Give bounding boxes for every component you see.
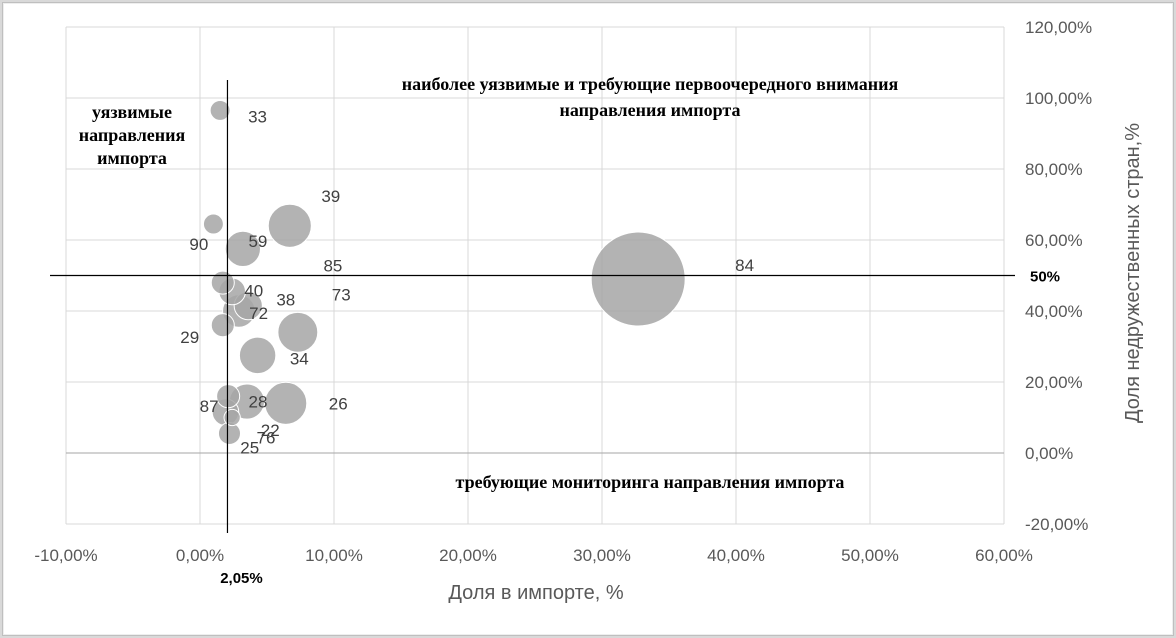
point-label: 73	[332, 285, 351, 304]
bubble-84	[590, 231, 686, 327]
y-tick-label: 0,00%	[1025, 444, 1073, 463]
point-label: 34	[290, 349, 309, 368]
x-threshold-label: 2,05%	[220, 570, 263, 587]
gridlines	[65, 26, 1005, 525]
y-threshold-label: 50%	[1030, 269, 1060, 286]
bubble-25	[223, 408, 241, 427]
point-label: 40	[244, 282, 263, 301]
y-tick-label: 100,00%	[1025, 89, 1092, 108]
bubble-73	[277, 311, 319, 353]
bubble-29	[210, 313, 235, 338]
point-label: 28	[248, 393, 267, 412]
point-label: 72	[249, 304, 268, 323]
y-tick-label: 40,00%	[1025, 302, 1083, 321]
x-tick-label: 30,00%	[573, 546, 631, 565]
bubbles	[202, 99, 686, 445]
x-tick-label: 10,00%	[305, 546, 363, 565]
bubble-34	[238, 336, 277, 375]
point-label: 39	[321, 187, 340, 206]
bubble-39	[267, 203, 312, 248]
point-label: 59	[248, 232, 267, 251]
bubble-76	[217, 421, 242, 445]
point-label: 22	[261, 421, 280, 440]
x-tick-label: 50,00%	[841, 546, 899, 565]
x-tick-label: 0,00%	[176, 546, 224, 565]
point-label: 26	[329, 394, 348, 413]
y-tick-label: 60,00%	[1025, 231, 1083, 250]
annotation-monitoring: требующие мониторинга направления импорт…	[456, 472, 845, 492]
x-tick-label: -10,00%	[34, 546, 97, 565]
point-labels: 84 39 26 73 34 28 59 72 38 22 85 40 29 87 76 33 90 25	[180, 107, 754, 457]
point-label: 38	[276, 291, 295, 310]
y-tick-label: 80,00%	[1025, 160, 1083, 179]
y-tick-label: 20,00%	[1025, 373, 1083, 392]
threshold-lines: 2,05% 50%	[50, 80, 1060, 587]
bubble-90	[202, 213, 224, 235]
point-label: 85	[323, 256, 342, 275]
x-tick-labels: -10,00% 0,00% 10,00% 20,00% 30,00% 40,00% 50,0…	[34, 546, 1033, 565]
bubble-87	[216, 384, 241, 409]
bubble-26	[264, 381, 308, 425]
y-tick-label: 120,00%	[1025, 18, 1092, 37]
bubble-59	[224, 230, 261, 267]
point-label: 84	[735, 256, 754, 275]
x-tick-label: 60,00%	[975, 546, 1033, 565]
annotation-critical: наиболее уязвимые и требующие первоочере…	[402, 74, 899, 120]
bubble-33	[209, 99, 231, 121]
y-axis-title: Доля недружественных стран,%	[1122, 123, 1144, 423]
annotations: наиболее уязвимые и требующие первоочере…	[79, 74, 899, 492]
point-label: 76	[257, 428, 276, 447]
point-label: 29	[180, 328, 199, 347]
x-tick-label: 40,00%	[707, 546, 765, 565]
bubble-40	[210, 270, 235, 295]
point-label: 90	[189, 235, 208, 254]
annotation-vulnerable: уязвимые направления импорта	[79, 102, 186, 168]
point-label: 87	[200, 397, 219, 416]
point-label: 25	[240, 439, 259, 458]
point-label: 33	[248, 107, 267, 126]
x-tick-label: 20,00%	[439, 546, 497, 565]
y-tick-label: -20,00%	[1025, 515, 1088, 534]
x-axis-title: Доля в импорте, %	[448, 582, 623, 604]
y-tick-labels: -20,00% 0,00% 20,00% 40,00% 60,00% 80,00% 100,…	[1025, 18, 1092, 534]
